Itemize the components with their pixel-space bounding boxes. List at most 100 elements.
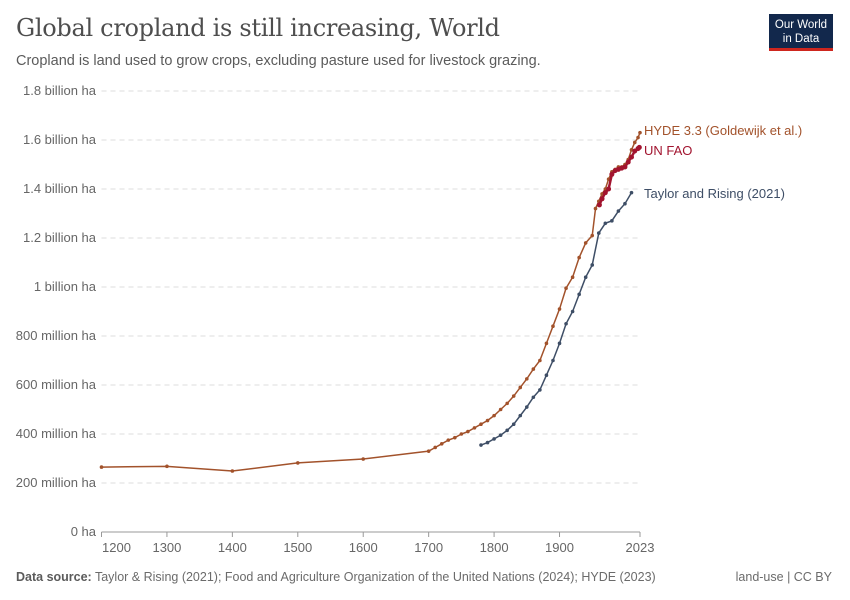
data-point bbox=[577, 255, 581, 260]
data-point bbox=[603, 221, 608, 226]
x-tick-label: 2023 bbox=[626, 540, 655, 555]
license[interactable]: land-use | CC BY bbox=[735, 570, 832, 584]
data-point bbox=[538, 358, 542, 363]
data-point bbox=[622, 164, 628, 170]
data-point bbox=[479, 422, 483, 427]
chart-subtitle: Cropland is land used to grow crops, exc… bbox=[16, 53, 541, 69]
data-point bbox=[525, 377, 529, 381]
data-point bbox=[511, 422, 516, 427]
data-point bbox=[583, 275, 588, 280]
x-tick-label: 1500 bbox=[283, 540, 312, 555]
data-point bbox=[596, 231, 601, 235]
data-point bbox=[625, 159, 631, 165]
data-point bbox=[498, 407, 503, 412]
data-point bbox=[525, 405, 529, 409]
data-point bbox=[466, 429, 470, 434]
data-point bbox=[570, 275, 575, 280]
data-point bbox=[557, 307, 562, 311]
x-tick-label: 1800 bbox=[480, 540, 509, 555]
data-point bbox=[599, 196, 605, 202]
data-point bbox=[636, 135, 640, 140]
data-point bbox=[498, 433, 503, 438]
data-point bbox=[602, 190, 608, 196]
data-point bbox=[99, 465, 104, 469]
data-point bbox=[590, 233, 595, 238]
data-point bbox=[426, 449, 431, 453]
series-label: HYDE 3.3 (Goldewijk et al.) bbox=[644, 123, 802, 138]
data-point bbox=[531, 395, 536, 400]
data-point bbox=[590, 263, 595, 267]
data-point bbox=[557, 341, 562, 346]
data-point bbox=[596, 202, 602, 208]
data-point bbox=[492, 413, 496, 418]
data-source: Data source: Taylor & Rising (2021); Foo… bbox=[16, 570, 656, 584]
data-point bbox=[165, 464, 169, 469]
source-label: Data source: bbox=[16, 570, 92, 584]
owid-logo[interactable]: Our World in Data bbox=[769, 14, 833, 51]
data-point bbox=[628, 154, 634, 160]
data-point bbox=[485, 418, 490, 423]
x-tick-label: 1200 bbox=[102, 540, 131, 555]
data-point bbox=[538, 388, 542, 392]
data-point bbox=[544, 373, 549, 378]
data-point bbox=[230, 469, 235, 473]
data-point bbox=[564, 321, 568, 326]
data-point bbox=[433, 445, 437, 450]
data-point bbox=[551, 358, 555, 363]
data-point bbox=[505, 401, 509, 406]
data-point bbox=[544, 341, 549, 346]
data-point bbox=[459, 432, 464, 436]
data-point bbox=[485, 440, 490, 445]
data-point bbox=[551, 324, 555, 329]
data-point bbox=[629, 190, 634, 195]
data-point bbox=[606, 186, 612, 192]
data-point bbox=[439, 442, 444, 446]
data-point bbox=[610, 219, 614, 223]
data-point bbox=[446, 438, 451, 442]
y-tick-label: 1 billion ha bbox=[34, 279, 97, 294]
series-label: Taylor and Rising (2021) bbox=[644, 186, 785, 201]
y-tick-label: 1.8 billion ha bbox=[23, 83, 97, 98]
y-tick-label: 200 million ha bbox=[16, 475, 97, 490]
x-tick-label: 1600 bbox=[349, 540, 378, 555]
data-point bbox=[295, 461, 300, 465]
data-point bbox=[609, 171, 615, 177]
x-tick-label: 1900 bbox=[545, 540, 574, 555]
data-point bbox=[636, 144, 642, 150]
data-point bbox=[492, 437, 496, 441]
y-tick-label: 600 million ha bbox=[16, 377, 97, 392]
data-point bbox=[616, 209, 621, 213]
x-tick-label: 1700 bbox=[414, 540, 443, 555]
data-point bbox=[583, 241, 588, 245]
data-point bbox=[632, 140, 637, 145]
data-point bbox=[623, 201, 627, 206]
y-tick-label: 400 million ha bbox=[16, 426, 97, 441]
data-point bbox=[531, 367, 536, 371]
y-tick-label: 1.2 billion ha bbox=[23, 230, 97, 245]
data-point bbox=[638, 130, 642, 135]
chart-title: Global cropland is still increasing, Wor… bbox=[16, 14, 500, 42]
source-text: Taylor & Rising (2021); Food and Agricul… bbox=[94, 570, 656, 584]
data-point bbox=[505, 428, 509, 433]
series-label: UN FAO bbox=[644, 143, 692, 158]
data-point bbox=[472, 426, 477, 430]
data-point bbox=[518, 385, 523, 390]
data-point bbox=[479, 443, 483, 447]
data-point bbox=[564, 286, 568, 291]
y-tick-label: 1.4 billion ha bbox=[23, 181, 97, 196]
data-point bbox=[518, 413, 523, 418]
x-tick-label: 1400 bbox=[218, 540, 247, 555]
data-point bbox=[570, 309, 575, 314]
series-line bbox=[101, 132, 641, 472]
data-point bbox=[593, 206, 598, 211]
y-tick-label: 1.6 billion ha bbox=[23, 132, 97, 147]
data-point bbox=[577, 292, 581, 297]
data-point bbox=[361, 457, 366, 461]
data-point bbox=[511, 394, 516, 398]
data-point bbox=[453, 435, 457, 440]
x-tick-label: 1300 bbox=[152, 540, 181, 555]
y-tick-label: 800 million ha bbox=[16, 328, 97, 343]
y-tick-label: 0 ha bbox=[71, 524, 97, 539]
